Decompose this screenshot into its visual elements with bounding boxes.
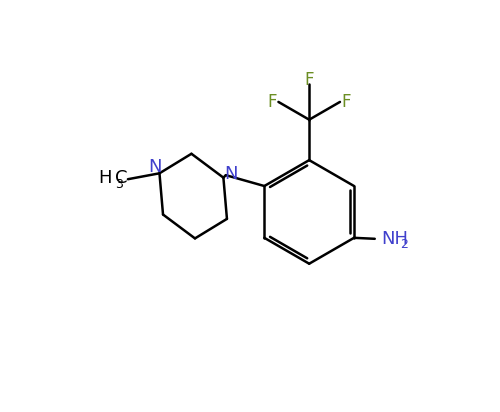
Text: H: H <box>98 169 112 187</box>
Text: 3: 3 <box>114 178 122 191</box>
Text: F: F <box>268 93 278 111</box>
Text: 2: 2 <box>400 238 408 251</box>
Text: F: F <box>304 71 314 89</box>
Text: C: C <box>115 169 128 187</box>
Text: NH: NH <box>381 230 408 248</box>
Text: F: F <box>341 93 350 111</box>
Text: N: N <box>224 165 238 183</box>
Text: N: N <box>148 158 162 176</box>
